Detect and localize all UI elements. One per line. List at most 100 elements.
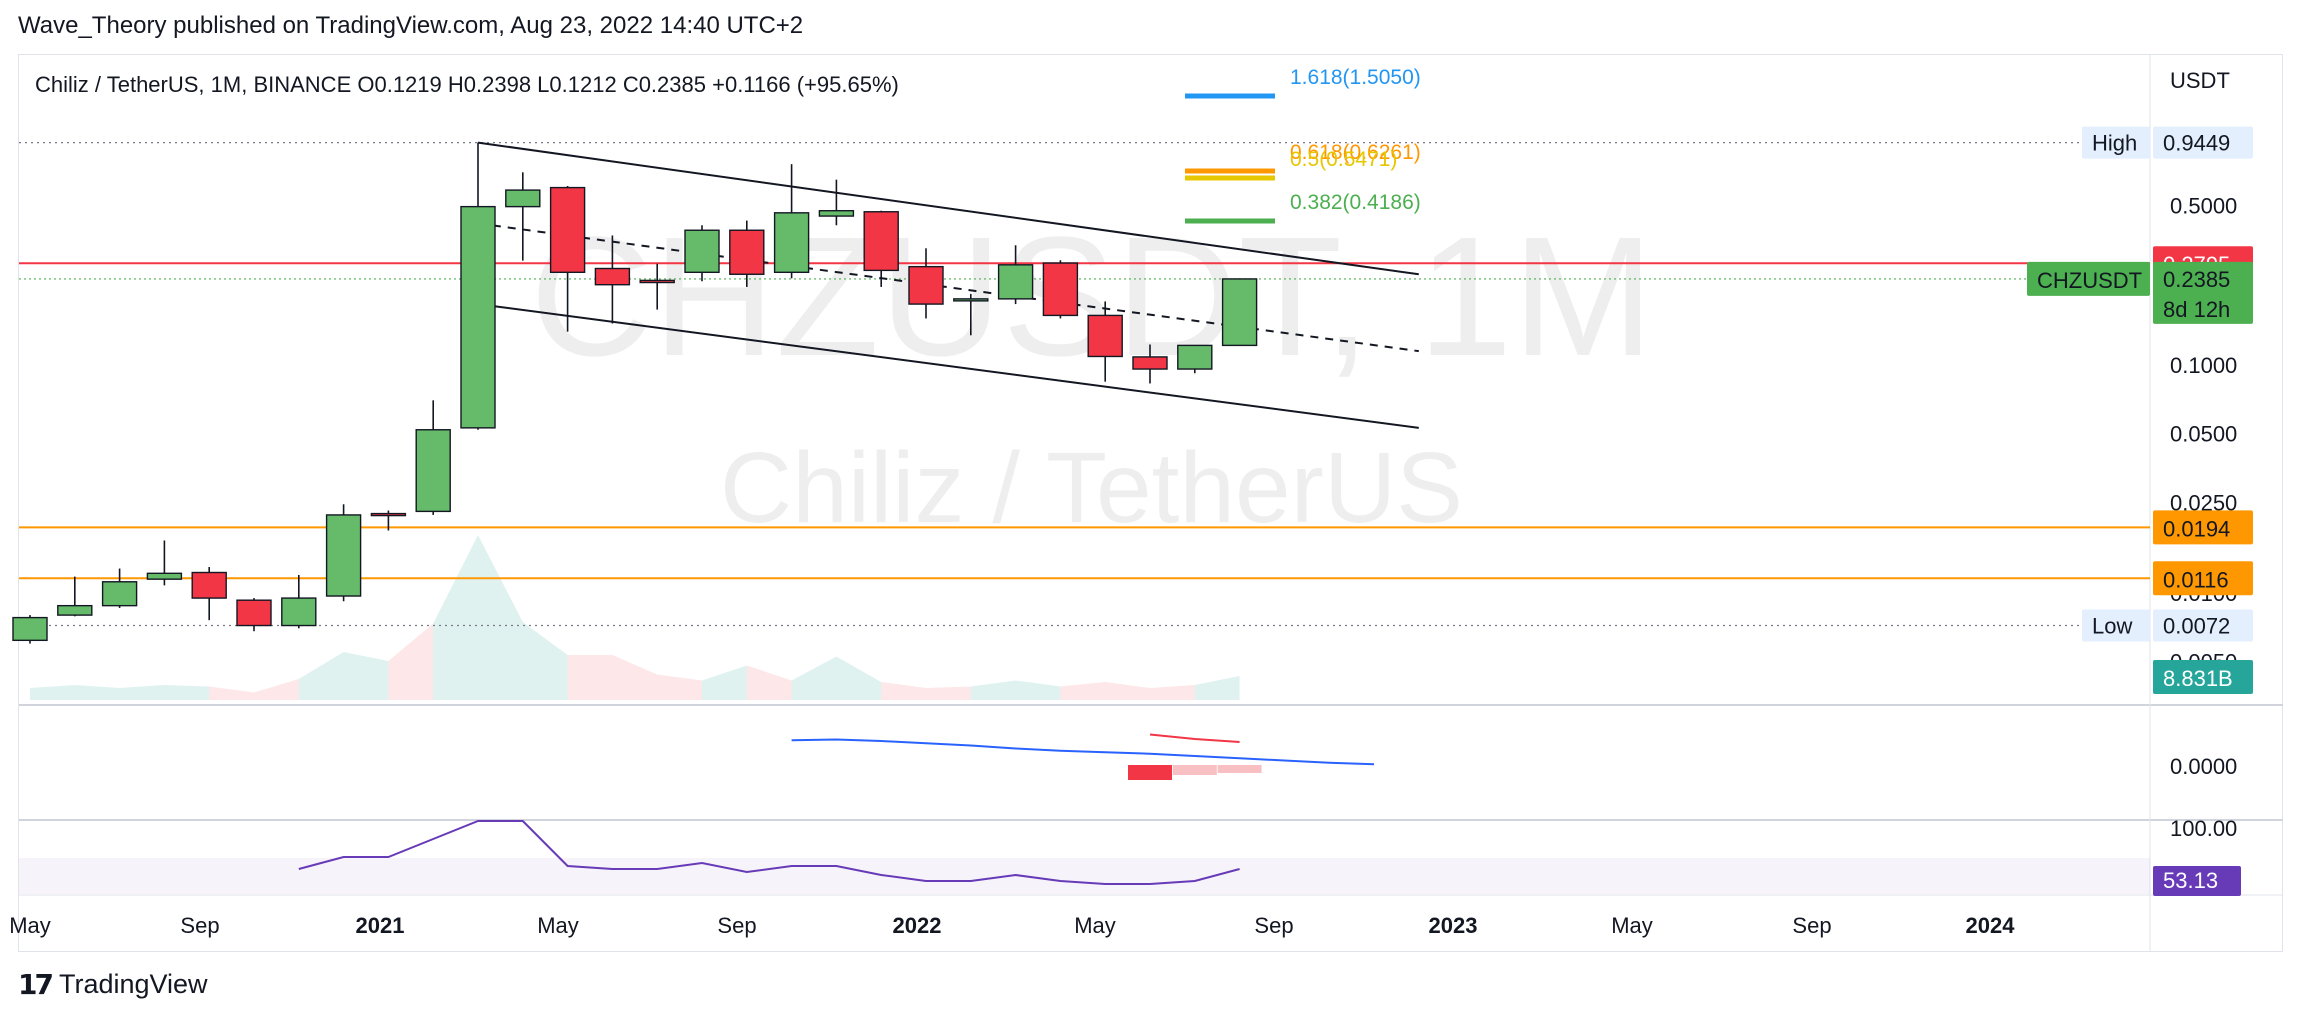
support-badge-bg — [2153, 561, 2253, 596]
volume-segment — [30, 685, 75, 700]
candle-body — [684, 229, 720, 274]
candle-body — [236, 599, 272, 627]
fib-label: 0.618(0.6261) — [1290, 141, 1421, 164]
candle-body — [908, 265, 944, 305]
candle-body — [818, 210, 855, 217]
volume-segment — [881, 682, 926, 700]
time-tick-label: 2023 — [1429, 913, 1478, 938]
volume-segment — [74, 685, 120, 700]
volume-segment — [1060, 682, 1106, 700]
candle-body — [1177, 344, 1213, 370]
low-label-badge-bg — [2082, 609, 2150, 642]
rsi-line — [298, 820, 1240, 885]
volume-segment — [522, 622, 568, 700]
candle-body — [594, 267, 631, 286]
volume-segment — [254, 679, 299, 700]
tradingview-logo[interactable]: 17 TradingView — [18, 968, 208, 1001]
candle-body — [1042, 262, 1079, 317]
watermark-name: Chiliz / TetherUS — [720, 432, 1463, 544]
volume-segment — [298, 652, 344, 700]
macd-histogram-bar — [1128, 765, 1172, 780]
rsi-band — [19, 858, 2150, 894]
fib-label: 0.382(0.4186) — [1290, 191, 1421, 214]
candle-body — [12, 616, 48, 642]
chart-frame — [18, 54, 2283, 952]
candle-body — [1087, 314, 1123, 358]
symbol-badge-bg — [2027, 261, 2150, 296]
candle-body — [101, 581, 138, 607]
macd-histogram-bar — [1217, 765, 1262, 773]
candle-body — [370, 512, 407, 517]
macd-line — [1149, 733, 1240, 743]
high-label-badge: High — [2092, 131, 2137, 156]
tradingview-brand: TradingView — [58, 969, 208, 999]
volume-segment — [657, 674, 702, 700]
rsi-badge: 53.13 — [2163, 868, 2218, 893]
candle-body — [281, 597, 317, 627]
time-tick-label: Sep — [1254, 913, 1293, 938]
candle-body — [773, 212, 810, 274]
macd-signal-line — [791, 738, 1375, 766]
candle-body — [146, 572, 183, 580]
symbol-badge: CHZUSDT — [2037, 268, 2142, 293]
volume-badge: 8.831B — [2163, 666, 2233, 691]
macd-histogram-bar — [1172, 765, 1217, 775]
time-tick-label: May — [1611, 913, 1653, 938]
low-label-badge: Low — [2092, 614, 2132, 639]
price-tick-label: 0.0000 — [2170, 754, 2237, 779]
volume-segment — [119, 685, 165, 700]
price-tick-label: 0.0500 — [2170, 422, 2237, 447]
last-price-badge-bg — [2153, 261, 2253, 324]
volume-segment — [612, 655, 658, 700]
candle-body — [997, 264, 1034, 300]
candle-body — [505, 189, 541, 208]
price-tick-label: 0.1000 — [2170, 353, 2237, 378]
time-tick-label: May — [9, 913, 51, 938]
volume-segment — [388, 623, 434, 700]
volume-segment — [433, 535, 478, 700]
time-tick-label: May — [537, 913, 579, 938]
last-price-badge: 0.2385 — [2163, 267, 2230, 292]
channel-lower-line — [477, 303, 1419, 429]
volume-segment — [209, 686, 254, 700]
candle-body — [549, 186, 586, 274]
volume-segment — [970, 680, 1016, 700]
high-value-badge: 0.9449 — [2163, 131, 2230, 156]
volume-segment — [836, 656, 882, 700]
publisher-credit: Wave_Theory published on TradingView.com… — [18, 12, 804, 39]
price-tick-label: 0.5000 — [2170, 194, 2237, 219]
time-tick-label: Sep — [1792, 913, 1831, 938]
volume-segment — [478, 535, 523, 700]
fib-label: 0.5(0.5471) — [1290, 148, 1397, 171]
time-tick-label: 2021 — [356, 913, 405, 938]
volume-segment — [164, 685, 210, 700]
candle-body — [1132, 356, 1168, 370]
volume-segment — [1105, 682, 1150, 700]
candle-body — [325, 514, 362, 597]
time-tick-label: Sep — [180, 913, 219, 938]
channel-upper-line — [477, 141, 1419, 276]
volume-segment — [746, 665, 792, 700]
volume-segment — [791, 656, 837, 700]
price-tick-label: 100.00 — [2170, 816, 2237, 841]
tradingview-mark-icon: 17 — [18, 968, 54, 1001]
volume-segment — [567, 655, 613, 700]
volume-segment — [702, 665, 747, 700]
support-badge: 0.0116 — [2163, 567, 2229, 592]
volume-segment — [343, 652, 389, 700]
candle-body — [639, 279, 675, 284]
candle-body — [1221, 278, 1258, 347]
candle-body — [57, 604, 93, 616]
price-axis-unit: USDT — [2170, 68, 2230, 93]
volume-segment — [926, 686, 971, 700]
high-label-badge-bg — [2082, 126, 2150, 159]
fib-label: 1.618(1.5050) — [1290, 66, 1421, 89]
candle-body — [953, 298, 989, 302]
time-tick-label: Sep — [717, 913, 756, 938]
countdown-badge: 8d 12h — [2163, 297, 2230, 322]
candle-body — [191, 571, 227, 599]
low-value-badge-bg — [2153, 609, 2253, 642]
ohlc-legend: Chiliz / TetherUS, 1M, BINANCE O0.1219 H… — [35, 72, 899, 97]
rsi-badge-bg — [2153, 866, 2241, 896]
